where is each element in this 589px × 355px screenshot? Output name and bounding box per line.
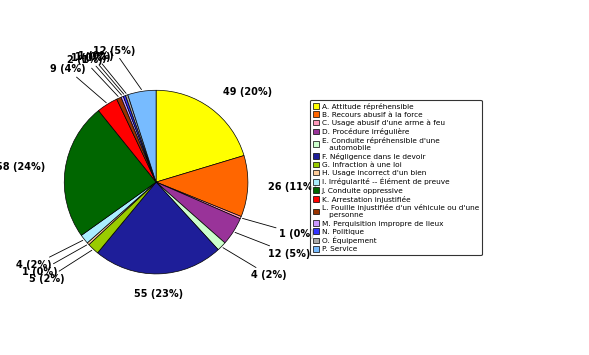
Wedge shape — [123, 95, 156, 182]
Text: 1 (0%): 1 (0%) — [71, 53, 121, 95]
Text: 4 (2%): 4 (2%) — [223, 248, 287, 280]
Wedge shape — [64, 110, 156, 235]
Wedge shape — [156, 90, 244, 182]
Text: 49 (20%): 49 (20%) — [223, 87, 272, 97]
Text: 1 (0%): 1 (0%) — [78, 51, 126, 93]
Wedge shape — [81, 182, 156, 243]
Text: 2 (1%): 2 (1%) — [67, 55, 118, 97]
Text: 26 (11%): 26 (11%) — [268, 182, 317, 192]
Text: 4 (2%): 4 (2%) — [16, 240, 83, 270]
Wedge shape — [121, 96, 156, 182]
Text: 12 (5%): 12 (5%) — [93, 45, 141, 89]
Wedge shape — [117, 97, 156, 182]
Text: 1 (0%): 1 (0%) — [243, 218, 315, 239]
Text: 1 (0%): 1 (0%) — [75, 52, 124, 94]
Text: 55 (23%): 55 (23%) — [134, 289, 184, 299]
Wedge shape — [89, 182, 156, 253]
Text: 58 (24%): 58 (24%) — [0, 162, 45, 172]
Wedge shape — [156, 182, 240, 243]
Wedge shape — [125, 95, 156, 182]
Text: 5 (2%): 5 (2%) — [29, 250, 92, 284]
Wedge shape — [156, 182, 225, 250]
Wedge shape — [87, 182, 156, 245]
Legend: A. Attitude répréhensible, B. Recours abusif à la force, C. Usage abusif d'une a: A. Attitude répréhensible, B. Recours ab… — [310, 100, 482, 255]
Wedge shape — [98, 182, 218, 274]
Text: 12 (5%): 12 (5%) — [235, 233, 311, 258]
Text: 9 (4%): 9 (4%) — [49, 64, 106, 103]
Wedge shape — [156, 182, 241, 219]
Wedge shape — [156, 155, 248, 217]
Text: 1 (0%): 1 (0%) — [22, 245, 87, 277]
Wedge shape — [98, 99, 156, 182]
Wedge shape — [128, 90, 156, 182]
